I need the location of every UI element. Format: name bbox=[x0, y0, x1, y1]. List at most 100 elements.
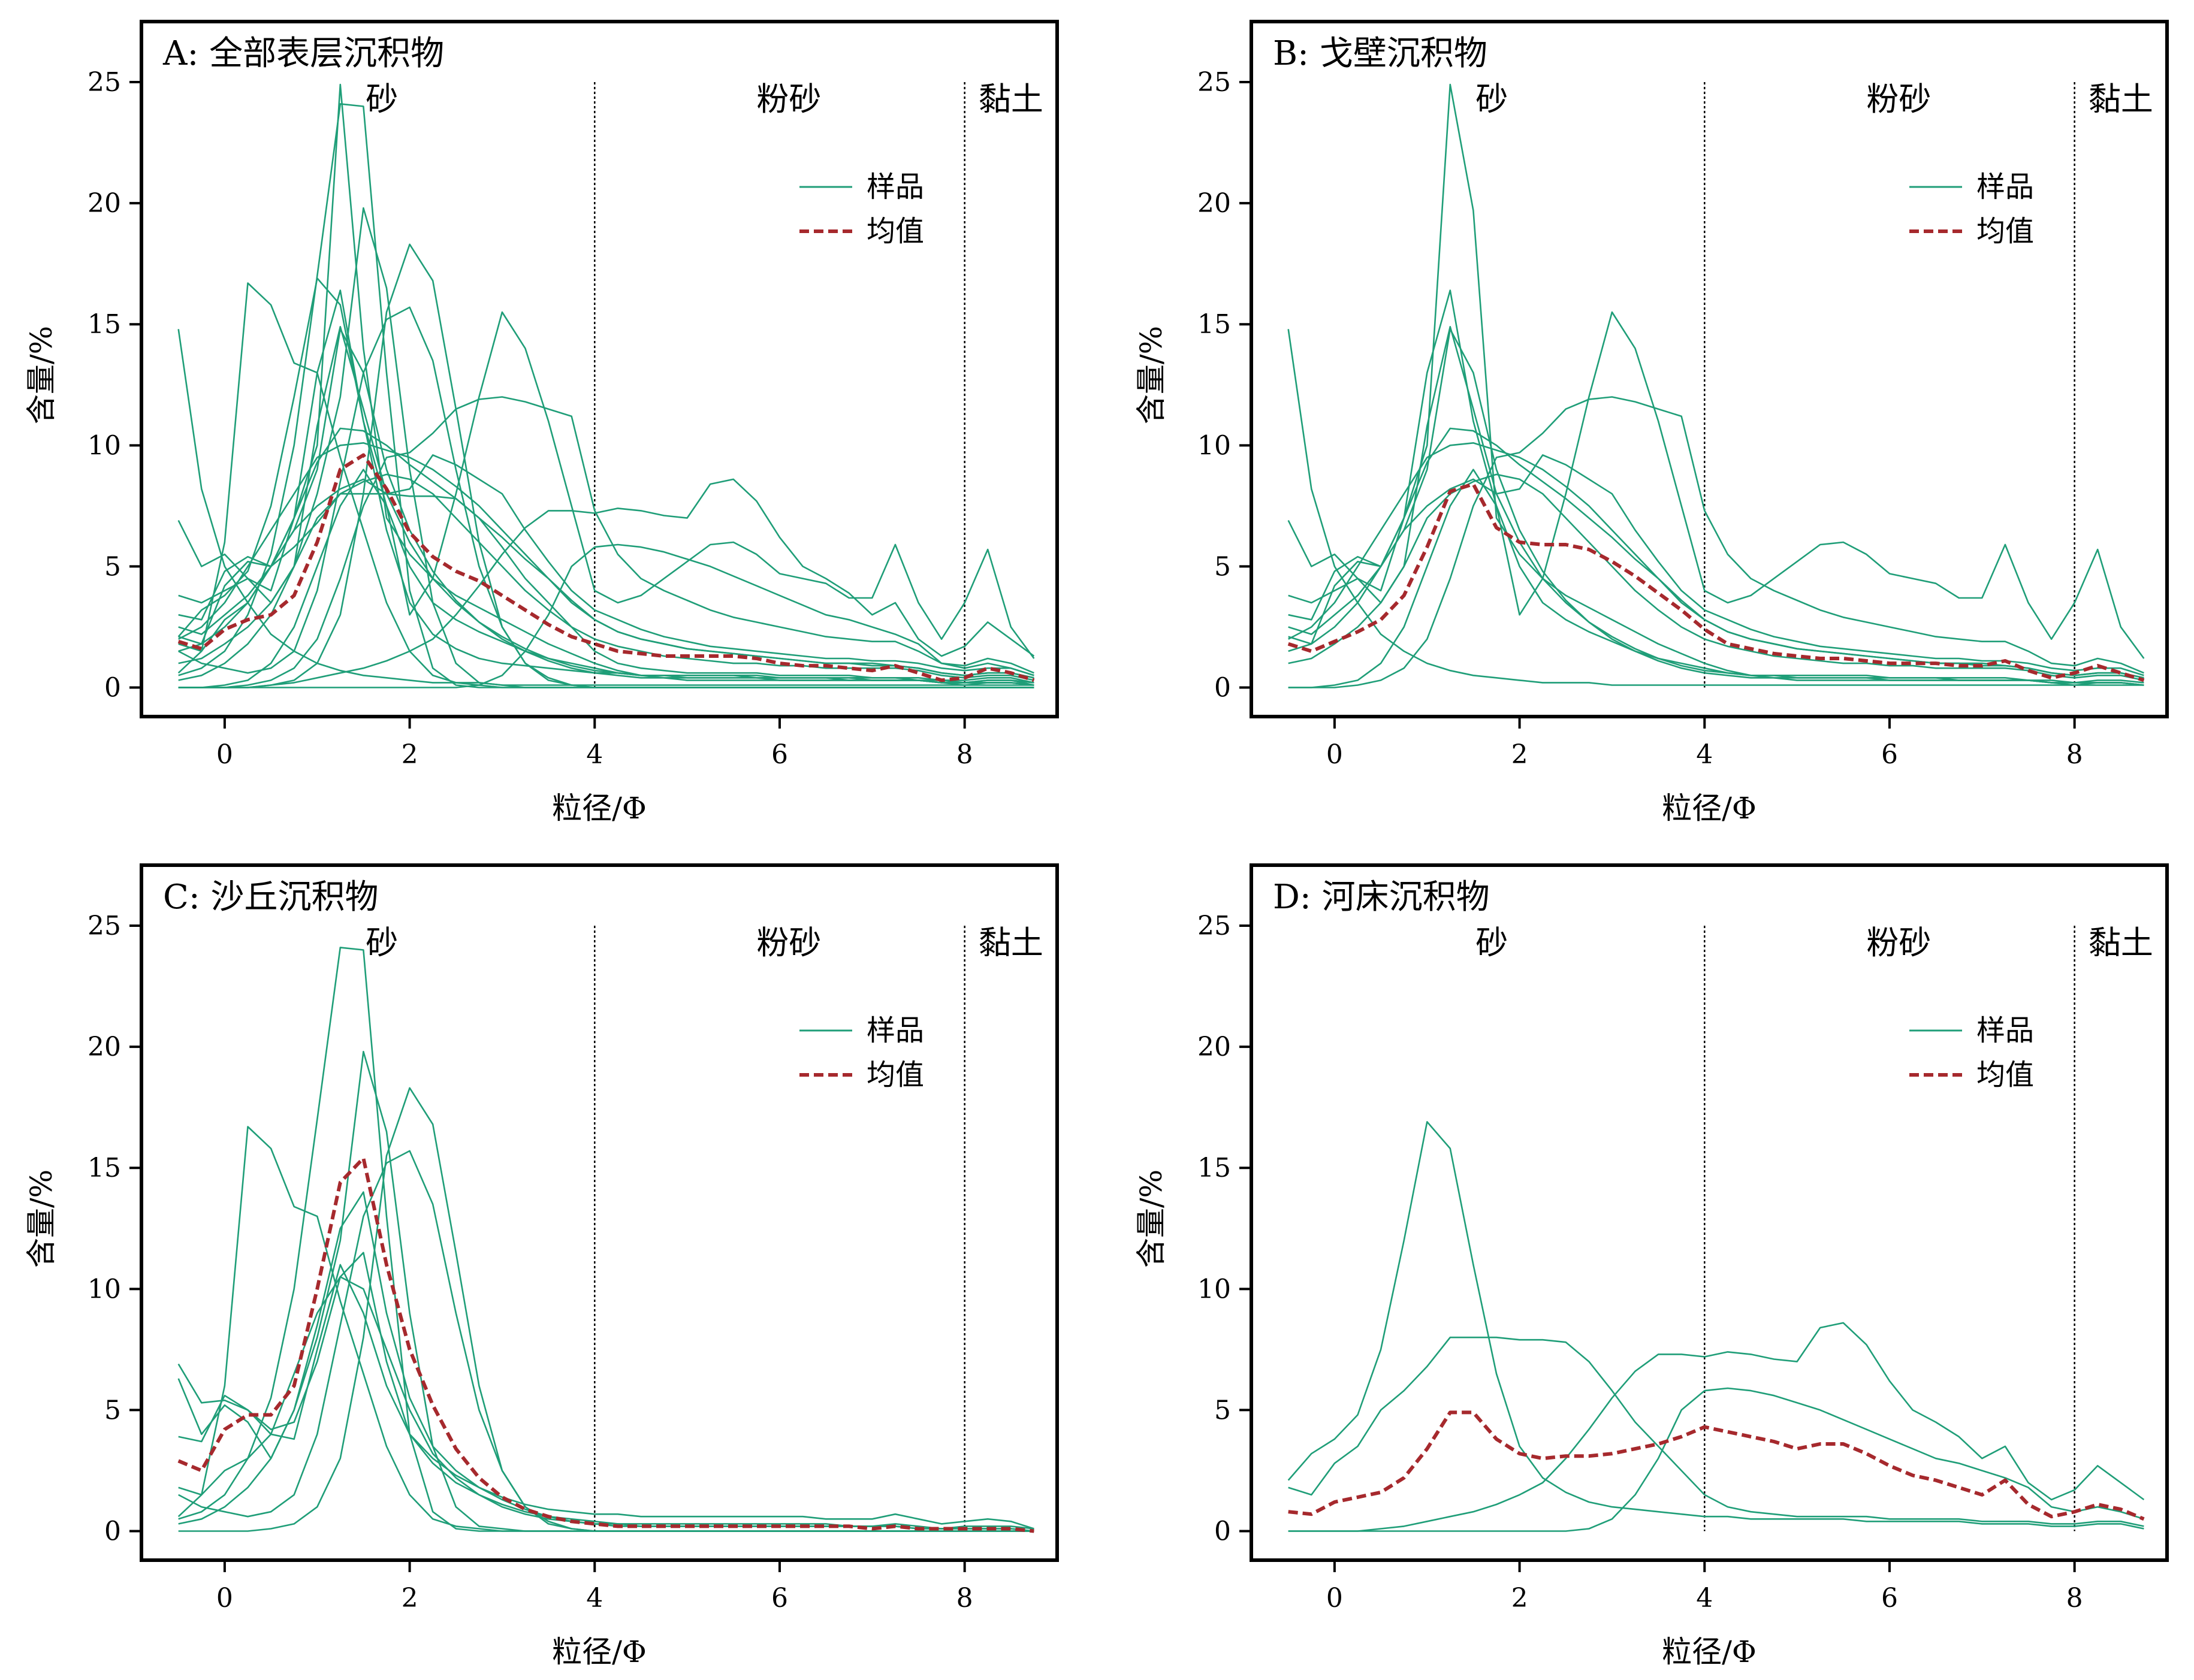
x-axis-title: 粒径/Φ bbox=[552, 791, 647, 826]
y-tick-label: 10 bbox=[87, 430, 121, 461]
y-tick-label: 20 bbox=[1197, 1032, 1231, 1062]
legend-mean-label: 均值 bbox=[1976, 214, 2034, 248]
x-tick-label: 4 bbox=[586, 739, 603, 770]
plot-area: 0 5 10 15 20 25 0 2 4 6 8 bbox=[87, 20, 1059, 770]
region-label-clay: 黏土 bbox=[2089, 924, 2153, 962]
sample-line bbox=[178, 1050, 1034, 1532]
y-tick-label: 15 bbox=[1197, 1153, 1231, 1183]
sample-line bbox=[177, 1264, 1034, 1530]
y-axis-title: 含量/% bbox=[1134, 326, 1169, 424]
y-axis-title: 含量/% bbox=[24, 326, 59, 424]
sample-line bbox=[1287, 329, 2144, 686]
panel-title: A: 全部表层沉积物 bbox=[162, 34, 444, 73]
sample-line bbox=[1288, 311, 2145, 688]
legend: 样品 均值 bbox=[799, 170, 924, 248]
x-tick-label: 8 bbox=[2066, 739, 2083, 770]
sample-line bbox=[178, 454, 1034, 676]
legend: 样品 均值 bbox=[799, 1014, 924, 1092]
x-tick-label: 0 bbox=[1326, 1583, 1343, 1613]
x-tick-label: 4 bbox=[586, 1583, 603, 1613]
region-label-silt: 粉砂 bbox=[756, 80, 821, 118]
y-tick-label: 25 bbox=[87, 67, 121, 98]
region-label-silt: 粉砂 bbox=[756, 924, 821, 962]
mean-line bbox=[1287, 482, 2145, 682]
y-tick-label: 10 bbox=[1197, 1274, 1231, 1304]
legend-sample-label: 样品 bbox=[1976, 1014, 2034, 1047]
sample-line bbox=[178, 1087, 1034, 1532]
region-label-clay: 黏土 bbox=[979, 924, 1043, 962]
legend-sample-label: 样品 bbox=[867, 1014, 924, 1047]
x-tick-label: 4 bbox=[1696, 739, 1713, 770]
plot-frame bbox=[140, 863, 1059, 1562]
plot-frame bbox=[1250, 863, 2169, 1562]
y-axis-title: 含量/% bbox=[1134, 1170, 1169, 1268]
panel-d: 0 5 10 15 20 25 0 2 4 6 8 D: 河床沉积物 砂 粉砂 黏土 样品 均值 粒… bbox=[1134, 863, 2169, 1669]
plot-area: 0 5 10 15 20 25 0 2 4 6 8 bbox=[1197, 863, 2169, 1613]
panel-title: B: 戈壁沉积物 bbox=[1273, 34, 1487, 73]
x-tick-label: 6 bbox=[1881, 739, 1898, 770]
sample-line bbox=[178, 1276, 1034, 1532]
sample-line bbox=[1288, 396, 2144, 688]
x-tick-label: 6 bbox=[771, 739, 788, 770]
sample-line bbox=[178, 396, 1034, 688]
sample-line bbox=[178, 543, 1034, 688]
sample-line bbox=[178, 1252, 1034, 1530]
sample-line bbox=[178, 478, 1035, 688]
x-tick-label: 0 bbox=[1326, 739, 1343, 770]
sample-line bbox=[178, 492, 1034, 684]
panel-b: 0 5 10 15 20 25 0 2 4 6 8 B: 戈壁沉积物 砂 粉砂 黏土 样品 均值 粒… bbox=[1134, 20, 2169, 826]
panel-title: D: 河床沉积物 bbox=[1273, 878, 1490, 917]
y-tick-label: 25 bbox=[1197, 67, 1231, 98]
legend-mean-label: 均值 bbox=[867, 1058, 924, 1092]
panel-a: 0 5 10 15 20 25 0 2 4 6 8 A: 全部表层沉积物 砂 粉砂 黏土 样品 均值… bbox=[24, 20, 1059, 826]
x-tick-label: 0 bbox=[216, 1583, 233, 1613]
mean-line bbox=[177, 1156, 1034, 1533]
mean-line bbox=[177, 453, 1035, 682]
x-tick-label: 4 bbox=[1696, 1583, 1713, 1613]
y-tick-label: 0 bbox=[1214, 672, 1231, 703]
x-axis-title: 粒径/Φ bbox=[1662, 791, 1757, 826]
sample-line bbox=[177, 277, 1034, 686]
x-tick-label: 2 bbox=[1511, 739, 1528, 770]
sample-line bbox=[1288, 442, 2144, 679]
sample-line bbox=[178, 442, 1034, 679]
sample-line bbox=[178, 243, 1034, 688]
sample-line bbox=[1288, 325, 2144, 686]
y-tick-label: 5 bbox=[104, 551, 121, 582]
x-tick-label: 0 bbox=[216, 739, 233, 770]
sample-line bbox=[1288, 1387, 2144, 1532]
x-tick-label: 2 bbox=[1511, 1583, 1528, 1613]
sample-line bbox=[178, 427, 1034, 679]
region-label-silt: 粉砂 bbox=[1866, 80, 1931, 118]
sample-line bbox=[177, 329, 1034, 686]
x-tick-label: 8 bbox=[956, 739, 973, 770]
legend-mean-label: 均值 bbox=[1976, 1058, 2034, 1092]
plot-frame bbox=[140, 20, 1059, 718]
y-tick-label: 5 bbox=[1214, 551, 1231, 582]
sample-line bbox=[1288, 473, 2144, 681]
legend-mean-label: 均值 bbox=[867, 214, 924, 248]
sample-line bbox=[1288, 328, 2144, 684]
x-tick-label: 8 bbox=[956, 1583, 973, 1613]
sample-line bbox=[178, 473, 1034, 681]
sample-line bbox=[1288, 1322, 2145, 1532]
legend-sample-label: 样品 bbox=[1976, 170, 2034, 204]
sample-line bbox=[178, 1150, 1034, 1532]
y-tick-label: 20 bbox=[87, 188, 121, 219]
y-tick-label: 0 bbox=[1214, 1516, 1231, 1546]
x-tick-label: 2 bbox=[402, 1583, 418, 1613]
y-axis-title: 含量/% bbox=[24, 1170, 59, 1268]
sample-line bbox=[1288, 427, 2144, 679]
sample-line bbox=[178, 311, 1035, 688]
y-tick-label: 15 bbox=[87, 309, 121, 340]
x-axis-title: 粒径/Φ bbox=[1662, 1634, 1757, 1669]
sample-line bbox=[178, 328, 1034, 684]
legend: 样品 均值 bbox=[1909, 1014, 2034, 1092]
region-label-clay: 黏土 bbox=[979, 80, 1043, 118]
y-tick-label: 15 bbox=[1197, 309, 1231, 340]
y-tick-label: 10 bbox=[1197, 430, 1231, 461]
x-axis-title: 粒径/Φ bbox=[552, 1634, 647, 1669]
y-tick-label: 25 bbox=[1197, 911, 1231, 941]
x-tick-label: 2 bbox=[402, 739, 418, 770]
